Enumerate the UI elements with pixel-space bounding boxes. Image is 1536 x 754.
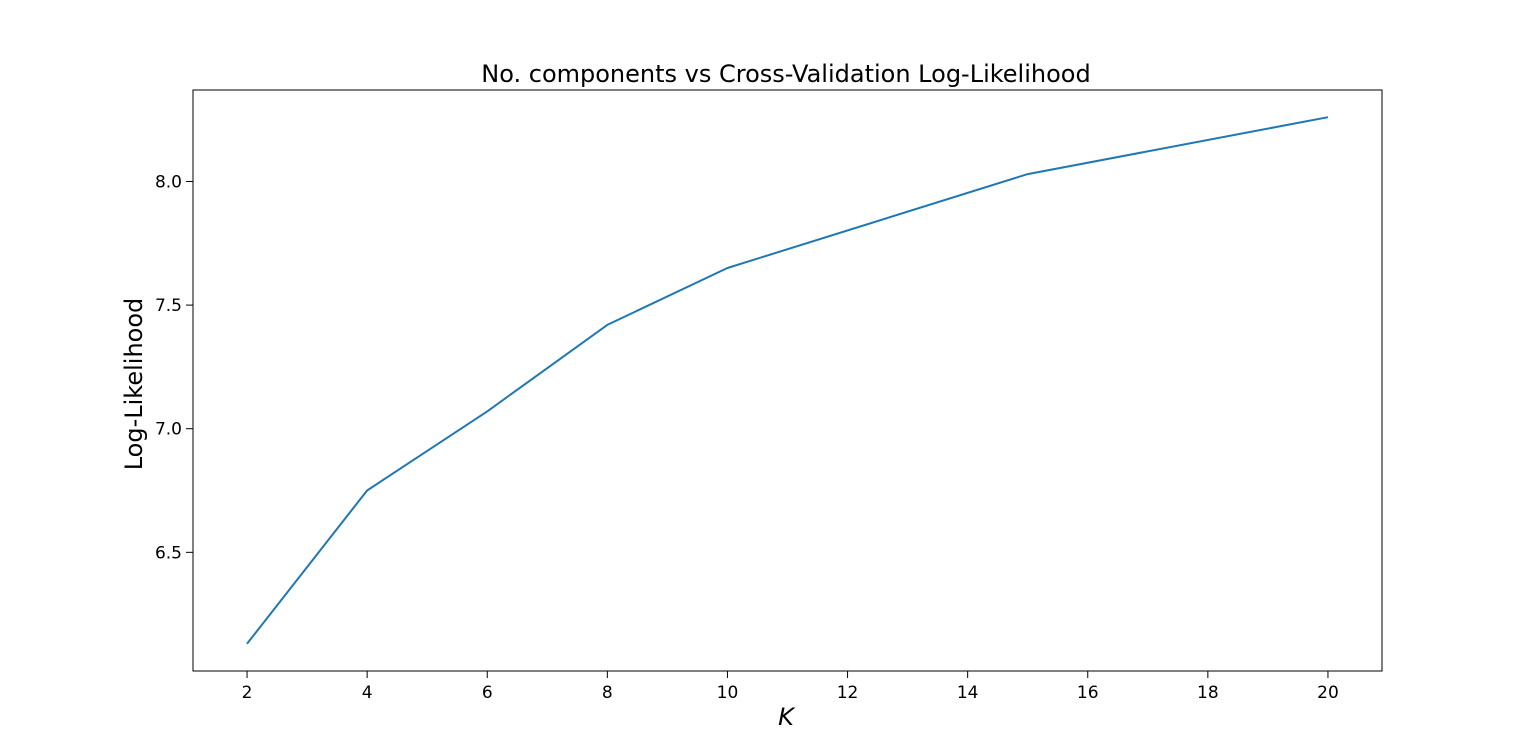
x-tick-label: 12 bbox=[837, 683, 859, 703]
x-tick-label: 8 bbox=[602, 683, 613, 703]
chart-title: No. components vs Cross-Validation Log-L… bbox=[481, 60, 1090, 88]
y-tick-label: 7.0 bbox=[155, 420, 182, 440]
x-axis-label: K bbox=[778, 703, 796, 731]
y-axis-label: Log-Likelihood bbox=[120, 298, 148, 471]
x-tick-label: 10 bbox=[717, 683, 739, 703]
x-tick-label: 20 bbox=[1317, 683, 1339, 703]
x-tick-label: 4 bbox=[362, 683, 373, 703]
x-tick-label: 16 bbox=[1077, 683, 1099, 703]
y-axis: 6.5 7.0 7.5 8.0 bbox=[155, 172, 193, 563]
x-tick-label: 14 bbox=[957, 683, 979, 703]
plot-area bbox=[246, 116, 1329, 645]
series-line bbox=[246, 116, 1329, 645]
x-tick-label: 18 bbox=[1197, 683, 1219, 703]
x-tick-label: 2 bbox=[242, 683, 253, 703]
plot-frame bbox=[192, 89, 1383, 672]
y-tick-label: 8.0 bbox=[155, 172, 182, 192]
x-axis: 2 4 6 8 10 12 14 16 18 20 bbox=[242, 671, 1339, 703]
y-tick-label: 7.5 bbox=[155, 296, 182, 316]
x-tick-label: 6 bbox=[482, 683, 493, 703]
y-tick-label: 6.5 bbox=[155, 543, 182, 563]
